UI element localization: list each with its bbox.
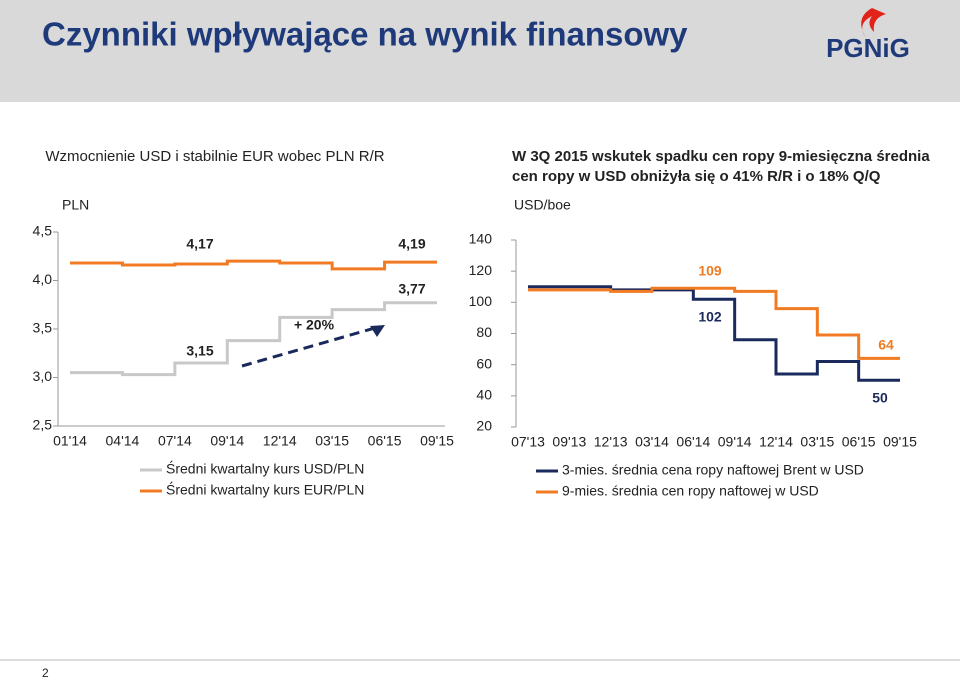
y-tick-label: 80: [476, 324, 492, 340]
y-tick-label: 2,5: [33, 417, 53, 433]
trend-arrow: [241, 326, 376, 368]
y-tick-label: 140: [469, 231, 493, 247]
x-tick-label: 03'15: [800, 434, 834, 450]
x-tick-label: 09'15: [420, 433, 454, 449]
y-tick-label: 120: [469, 262, 493, 278]
x-tick-label: 09'14: [718, 434, 752, 450]
x-tick-label: 09'14: [210, 433, 244, 449]
legend-label: 3-mies. średnia cena ropy naftowej Brent…: [562, 462, 864, 478]
x-tick-label: 03'15: [315, 433, 349, 449]
annotation: 4,17: [186, 236, 213, 252]
step-line: [528, 286, 900, 360]
x-tick-label: 07'13: [511, 434, 545, 450]
step-line: [70, 301, 437, 377]
logo: PGNiG: [826, 33, 910, 63]
page-number: 2: [42, 666, 49, 680]
x-tick-label: 03'14: [635, 434, 669, 450]
arrow-head: [370, 325, 385, 337]
annotation: 50: [872, 390, 888, 406]
annotation: + 20%: [294, 317, 335, 333]
x-tick-label: 09'15: [883, 434, 917, 450]
x-tick-label: 06'14: [676, 434, 710, 450]
logo-flame: [861, 8, 886, 38]
chart-title: W 3Q 2015 wskutek spadku cen ropy 9-mies…: [512, 148, 930, 185]
x-tick-label: 12'14: [759, 434, 793, 450]
y-tick-label: 4,5: [33, 223, 53, 239]
annotation: 4,19: [398, 236, 425, 252]
y-axis-label: PLN: [62, 197, 89, 213]
legend-label: Średni kwartalny kurs USD/PLN: [166, 460, 364, 477]
x-tick-label: 04'14: [106, 433, 140, 449]
legend-label: Średni kwartalny kurs EUR/PLN: [166, 481, 364, 498]
annotation: 3,15: [186, 343, 213, 359]
slide-title: Czynniki wpływające na wynik finansowy: [42, 16, 688, 53]
y-tick-label: 40: [476, 387, 492, 403]
chart-title: Wzmocnienie USD i stabilnie EUR wobec PL…: [45, 148, 384, 165]
annotation: 102: [698, 309, 722, 325]
annotation: 3,77: [398, 281, 425, 297]
legend-label: 9-mies. średnia cen ropy naftowej w USD: [562, 483, 819, 499]
x-tick-label: 12'13: [594, 434, 628, 450]
annotation: 64: [878, 337, 894, 353]
y-axis-label: USD/boe: [514, 197, 571, 213]
y-tick-label: 100: [469, 293, 493, 309]
x-tick-label: 12'14: [263, 433, 297, 449]
y-tick-label: 3,0: [33, 368, 53, 384]
x-tick-label: 09'13: [552, 434, 586, 450]
x-tick-label: 06'15: [842, 434, 876, 450]
step-line: [70, 259, 437, 271]
x-tick-label: 06'15: [368, 433, 402, 449]
x-tick-label: 07'14: [158, 433, 192, 449]
annotation: 109: [698, 263, 722, 279]
y-tick-label: 4,0: [33, 271, 53, 287]
step-line: [528, 285, 900, 382]
y-tick-label: 20: [476, 418, 492, 434]
x-tick-label: 01'14: [53, 433, 87, 449]
y-tick-label: 60: [476, 355, 492, 371]
y-tick-label: 3,5: [33, 320, 53, 336]
header-band: [0, 0, 960, 102]
